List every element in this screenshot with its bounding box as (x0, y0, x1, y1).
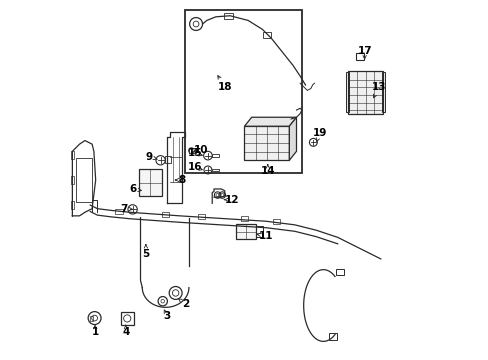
Polygon shape (244, 117, 296, 126)
Bar (241, 216, 247, 221)
Text: 8: 8 (178, 175, 185, 185)
Text: 16: 16 (187, 162, 202, 172)
Bar (211, 154, 219, 157)
Bar (335, 269, 343, 275)
Bar (273, 219, 280, 224)
Bar (356, 53, 364, 60)
Bar (198, 214, 204, 219)
Text: 4: 4 (122, 327, 130, 337)
Bar (89, 316, 93, 320)
Bar (70, 176, 74, 184)
Text: 19: 19 (312, 129, 326, 138)
Bar (345, 72, 348, 112)
Bar (76, 158, 92, 202)
Bar (244, 126, 289, 160)
Text: 18: 18 (217, 82, 231, 92)
Text: 17: 17 (357, 46, 371, 56)
Text: 7: 7 (121, 204, 128, 214)
Bar (235, 224, 256, 239)
Bar (164, 156, 171, 163)
Bar (348, 71, 382, 114)
Text: 11: 11 (258, 231, 273, 240)
Text: 5: 5 (142, 248, 149, 258)
Text: 9: 9 (145, 152, 153, 162)
Bar (211, 168, 218, 171)
Bar (162, 212, 169, 217)
Bar (224, 13, 232, 19)
Text: 14: 14 (260, 166, 275, 176)
Text: 6: 6 (129, 184, 137, 194)
Text: 2: 2 (182, 299, 188, 309)
Text: 3: 3 (163, 311, 171, 321)
Bar (121, 312, 133, 325)
Text: 12: 12 (224, 195, 239, 205)
Bar (185, 10, 301, 173)
Bar (381, 72, 385, 112)
Text: 1: 1 (92, 327, 99, 337)
Text: 15: 15 (187, 148, 202, 158)
Bar (115, 209, 122, 214)
Bar (139, 169, 162, 196)
Bar (262, 32, 271, 38)
Bar (328, 333, 336, 339)
Polygon shape (289, 117, 296, 160)
Bar (70, 150, 74, 159)
Bar (256, 226, 262, 237)
Text: 10: 10 (194, 144, 208, 154)
Bar (70, 201, 74, 210)
Text: 13: 13 (371, 82, 386, 92)
Bar (188, 148, 196, 153)
